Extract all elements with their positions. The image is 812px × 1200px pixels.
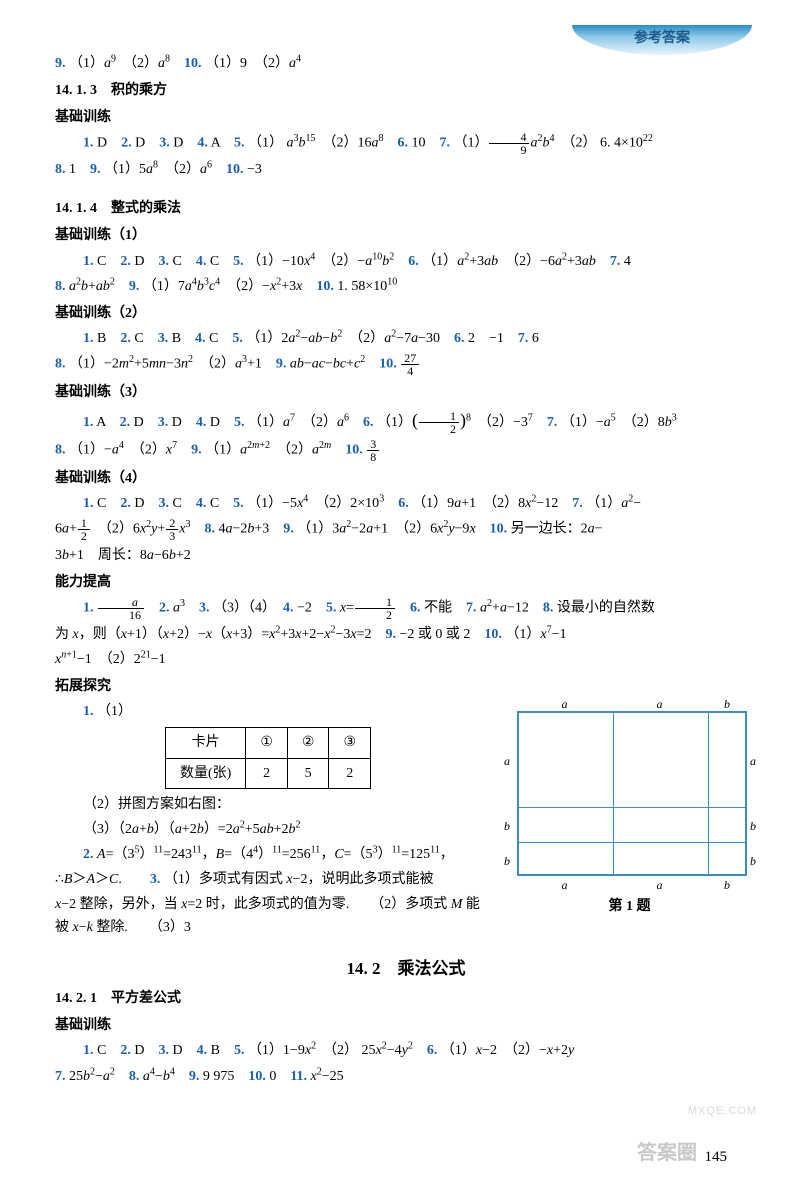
text-line: 14. 1. 3 积的乘方 [55, 79, 757, 102]
text-line: 基础训练 [55, 106, 757, 129]
text-line: 基础训练（3） [55, 381, 757, 404]
text-line: 1. B 2. C 3. B 4. C 5. （1）2a2−ab−b2 （2）a… [55, 327, 757, 350]
text-line: 8. a2b+ab2 9. （1）7a4b3c4 （2）−x2+3x 10. 1… [55, 275, 757, 298]
card-count-table: 卡片①②③数量(张)252 [165, 727, 371, 788]
page-number: 145 [705, 1145, 728, 1170]
section-title: 14. 2 乘法公式 [55, 955, 757, 983]
text-line: 基础训练（1） [55, 224, 757, 247]
watermark-url: MXQE.COM [688, 1102, 757, 1120]
text-line: 能力提高 [55, 571, 757, 594]
text-line: 1. C 2. D 3. C 4. C 5. （1）−10x4 （2）−a10b… [55, 250, 757, 273]
text-line: 1. C 2. D 3. C 4. C 5. （1）−5x4 （2）2×103 … [55, 492, 757, 515]
text-line: 1. A 2. D 3. D 4. D 5. （1）a7 （2）a6 6. （1… [55, 406, 757, 436]
text-line: 8. （1）−a4 （2）x7 9. （1）a2m+2 （2）a2m 10. 3… [55, 438, 757, 463]
text-line: 基础训练（2） [55, 302, 757, 325]
page-header-banner: 参考答案 [572, 25, 752, 55]
content-area: 9. （1）a9 （2）a8 10. （1）9 （2）a4 14. 1. 3 积的… [55, 52, 757, 1088]
text-line: 1. D 2. D 3. D 4. A 5. （1） a3b15 （2）16a8… [55, 131, 757, 156]
text-line: 3b+1 周长：8a−6b+2 [55, 544, 757, 567]
text-line: 14. 1. 4 整式的乘法 [55, 197, 757, 220]
text-line: 基础训练（4） [55, 467, 757, 490]
text-line: 为 x，则（x+1）（x+2）−x（x+3）=x2+3x+2−x2−3x=2 9… [55, 623, 757, 646]
text-line: xn+1−1 （2）221−1 [55, 648, 757, 671]
text-line: 6a+12 （2）6x2y+23x3 8. 4a−2b+3 9. （1）3a2−… [55, 517, 757, 542]
text-line: 8. （1）−2m2+5mn−3n2 （2）a3+1 9. ab−ac−bc+c… [55, 352, 757, 377]
text-line: 8. 1 9. （1）5a8 （2）a6 10. −3 [55, 158, 757, 181]
text-line: 9. （1）a9 （2）a8 10. （1）9 （2）a4 [55, 52, 757, 75]
watermark-logo: 答案圈 [637, 1137, 697, 1170]
subsection-title: 基础训练 [55, 1014, 757, 1037]
subsection-title: 14. 2. 1 平方差公式 [55, 987, 757, 1010]
text-line: 1. a16 2. a3 3. （3）（4） 4. −2 5. x=12 6. … [55, 596, 757, 621]
text-line: 1. C 2. D 3. D 4. B 5. （1）1−9x2 （2） 25x2… [55, 1039, 757, 1062]
figure-1: aabaababbabb第 1 题 [502, 698, 757, 918]
text-line: 拓展探究 [55, 675, 757, 698]
text-line: 7. 25b2−a2 8. a4−b4 9. 9 975 10. 0 11. x… [55, 1065, 757, 1088]
